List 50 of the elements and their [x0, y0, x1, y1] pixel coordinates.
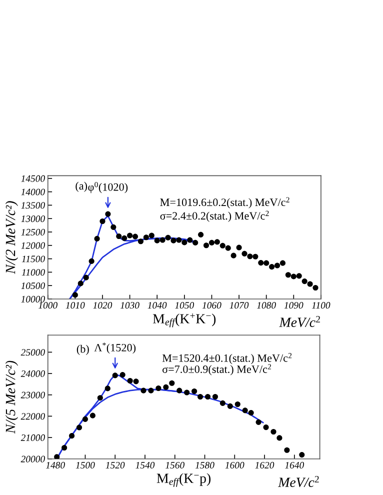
x-tick-label: 1100: [312, 302, 330, 309]
x-tick-label: 1080: [256, 302, 276, 309]
y-tick-label: 10000: [21, 296, 45, 302]
annotation: σ=7.0±0.9(stat.) MeV/c$^{2}$: [162, 364, 272, 376]
y-tick-label: 25000: [20, 349, 45, 356]
y-tick-label: 11000: [22, 269, 45, 276]
text: MeV/c$^{2}$: [279, 316, 320, 328]
y-tick-label: 14000: [21, 188, 45, 196]
x-tick-label: 1560: [166, 462, 184, 468]
y-tick-label: 21000: [20, 434, 45, 441]
x-tick-label: 1060: [202, 302, 222, 309]
x-tick-label: 1620: [255, 462, 274, 468]
x-tick-label: 1000: [38, 302, 58, 309]
x-tick-label: 1010: [66, 302, 85, 309]
y-tick-label: 12500: [21, 228, 45, 236]
x-tick-label: 1090: [284, 302, 304, 309]
y-tick-label: 13500: [21, 202, 45, 209]
annotation: M=1520.4±0.1(stat.) MeV/c$^{2}$: [162, 353, 292, 364]
annotation: (a): [76, 182, 88, 192]
y-axis-title: N/(2 MeV/c²): [5, 201, 18, 274]
x-tick-label: 1050: [175, 302, 194, 309]
y-tick-label: 10500: [21, 282, 45, 290]
annotation: (b): [76, 344, 89, 356]
x-tick-label: 1640: [285, 462, 304, 468]
x-tick-label: 1020: [93, 302, 112, 309]
y-tick-label: 23000: [20, 392, 45, 398]
x-tick-label: 1030: [120, 302, 140, 309]
y-tick-label: 20000: [20, 456, 45, 462]
annotation: σ=2.4±0.2(stat.) MeV/c$^{2}$: [160, 210, 269, 222]
x-tick-label: 1070: [230, 302, 249, 309]
x-tick-label: 1540: [136, 462, 155, 468]
x-tick-label: 1520: [106, 462, 125, 468]
y-axis-title: N/(5 MeV/c²): [5, 360, 18, 434]
y-tick-label: 14500: [21, 175, 45, 182]
y-tick-label: 13000: [21, 216, 45, 222]
x-tick-label: 1600: [225, 462, 244, 468]
y-tick-label: 24000: [20, 370, 45, 377]
x-tick-label: 1480: [46, 462, 65, 468]
x-axis-title: M$_{eff}$(K$^{+}$K$^{−}$): [152, 313, 216, 328]
x-tick-label: 1580: [195, 462, 214, 468]
annotation: M=1019.6±0.2(stat.) MeV/c$^{2}$: [160, 197, 290, 208]
x-axis-title: M$_{eff}$(K$^{−}$p): [156, 473, 211, 487]
y-tick-label: 12000: [21, 242, 45, 249]
y-tick-label: 11500: [22, 256, 45, 262]
x-tick-label: 1500: [76, 462, 95, 468]
annotation: φ$^{0}$(1020): [88, 182, 128, 194]
text: MeV/c$^{2}$: [278, 476, 319, 488]
annotation: Λ$^{*}$(1520): [94, 342, 136, 354]
x-tick-label: 1040: [148, 302, 167, 309]
y-tick-label: 22000: [20, 413, 45, 420]
